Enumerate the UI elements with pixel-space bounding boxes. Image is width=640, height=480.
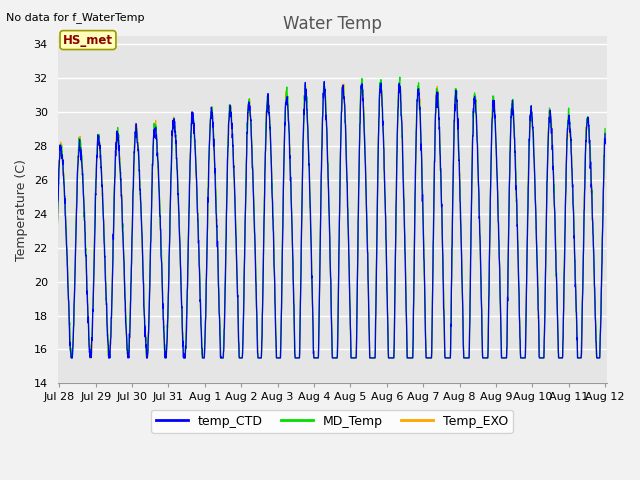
- Text: No data for f_WaterTemp: No data for f_WaterTemp: [6, 12, 145, 23]
- Y-axis label: Temperature (C): Temperature (C): [15, 159, 28, 261]
- Title: Water Temp: Water Temp: [283, 15, 381, 33]
- Text: HS_met: HS_met: [63, 34, 113, 47]
- Legend: temp_CTD, MD_Temp, Temp_EXO: temp_CTD, MD_Temp, Temp_EXO: [152, 409, 513, 432]
